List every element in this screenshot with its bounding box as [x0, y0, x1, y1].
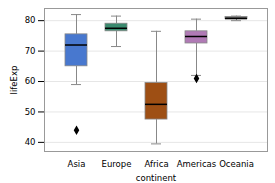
svg-text:Oceania: Oceania [219, 159, 254, 169]
svg-text:40: 40 [25, 137, 36, 147]
svg-text:Africa: Africa [144, 159, 168, 169]
svg-text:Asia: Asia [68, 159, 86, 169]
svg-text:Americas: Americas [177, 159, 217, 169]
svg-text:lifeExp: lifeExp [9, 66, 19, 95]
svg-text:80: 80 [25, 15, 36, 25]
svg-text:50: 50 [25, 107, 36, 117]
svg-text:60: 60 [25, 76, 36, 86]
svg-text:continent: continent [136, 173, 177, 183]
svg-text:70: 70 [25, 46, 36, 56]
svg-text:Europe: Europe [102, 159, 132, 169]
